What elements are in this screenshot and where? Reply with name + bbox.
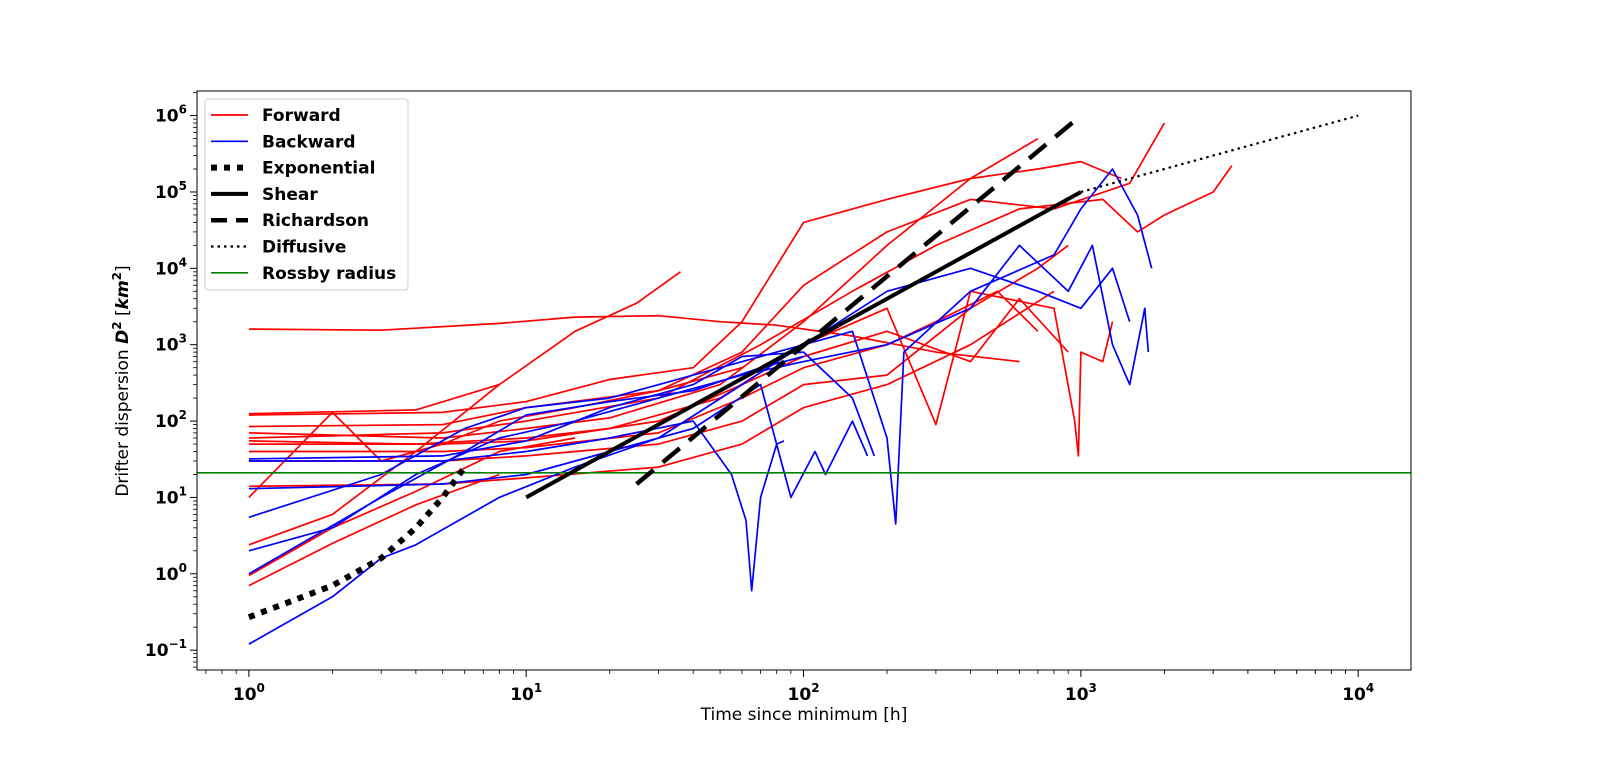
x-tick-label-3: 103 xyxy=(1065,681,1097,705)
x-axis-title: Time since minimum [h] xyxy=(700,705,908,725)
series-layer xyxy=(248,122,1233,645)
backward-series-line-17 xyxy=(248,383,869,499)
exponential-reference-line xyxy=(247,465,468,621)
y-tick-label-6: 105 xyxy=(155,179,187,203)
y-tick-label-3: 102 xyxy=(155,408,187,432)
backward-series-line-20 xyxy=(248,267,1131,645)
y-axis-ticks: 10−1 100 101 102 103 104 105 106 xyxy=(145,92,197,668)
richardson-reference-line xyxy=(635,113,1083,486)
y-axis-title: Drifter dispersion D2 [km2] xyxy=(110,265,133,496)
forward-series-line-3 xyxy=(248,122,1166,428)
x-tick-label-4: 104 xyxy=(1342,681,1374,705)
forward-series-line-5 xyxy=(248,165,1233,439)
forward-series-line-11 xyxy=(248,366,743,498)
backward-series-line-21 xyxy=(248,355,804,575)
y-axis-title-unit-close: ] xyxy=(113,265,133,272)
forward-series-line-13 xyxy=(248,437,576,577)
legend-label-6: Rossby radius xyxy=(262,264,396,284)
forward-series-line-12 xyxy=(248,383,500,546)
y-tick-label-7: 106 xyxy=(155,103,187,127)
y-axis-title-symbol: D xyxy=(113,330,133,344)
forward-series-line-14 xyxy=(248,473,500,587)
forward-series-line-6 xyxy=(248,290,1114,457)
y-axis-title-unit: km xyxy=(113,280,133,309)
x-tick-label-1: 101 xyxy=(510,681,542,705)
x-axis-ticks: 100 101 102 103 104 xyxy=(205,670,1374,705)
y-tick-label-4: 103 xyxy=(155,332,187,356)
legend-label-3: Shear xyxy=(262,185,318,205)
reference-lines-layer xyxy=(197,113,1411,621)
forward-series-line-10 xyxy=(248,290,1055,488)
y-axis-title-unit-exp: 2 xyxy=(110,272,124,280)
x-tick-label-0: 100 xyxy=(233,681,265,705)
legend-label-2: Exponential xyxy=(262,159,375,179)
diffusive-reference-line xyxy=(1080,114,1359,194)
y-tick-label-0: 10−1 xyxy=(145,637,187,661)
backward-series-line-16 xyxy=(248,420,785,592)
y-axis-title-prefix: Drifter dispersion xyxy=(113,344,133,497)
legend-label-5: Diffusive xyxy=(262,238,346,258)
forward-series-line-0 xyxy=(248,314,1020,363)
legend-label-4: Richardson xyxy=(262,211,369,231)
forward-series-line-8 xyxy=(248,290,1039,453)
legend-box xyxy=(204,98,409,291)
legend: Forward Backward Exponential Shear Richardso… xyxy=(204,98,409,291)
backward-series-line-19 xyxy=(248,244,1150,552)
y-tick-label-1: 100 xyxy=(155,561,187,585)
backward-series-line-18 xyxy=(248,168,1153,525)
y-axis-title-symbol-exp: 2 xyxy=(110,321,124,329)
legend-label-0: Forward xyxy=(262,106,341,126)
forward-series-line-2 xyxy=(248,137,1039,416)
legend-label-1: Backward xyxy=(262,132,356,152)
x-tick-label-2: 102 xyxy=(788,681,820,705)
y-tick-label-2: 101 xyxy=(155,484,187,508)
y-axis-title-unit-open: [ xyxy=(113,309,133,321)
forward-series-line-1 xyxy=(248,271,681,415)
y-tick-label-5: 104 xyxy=(155,255,187,279)
